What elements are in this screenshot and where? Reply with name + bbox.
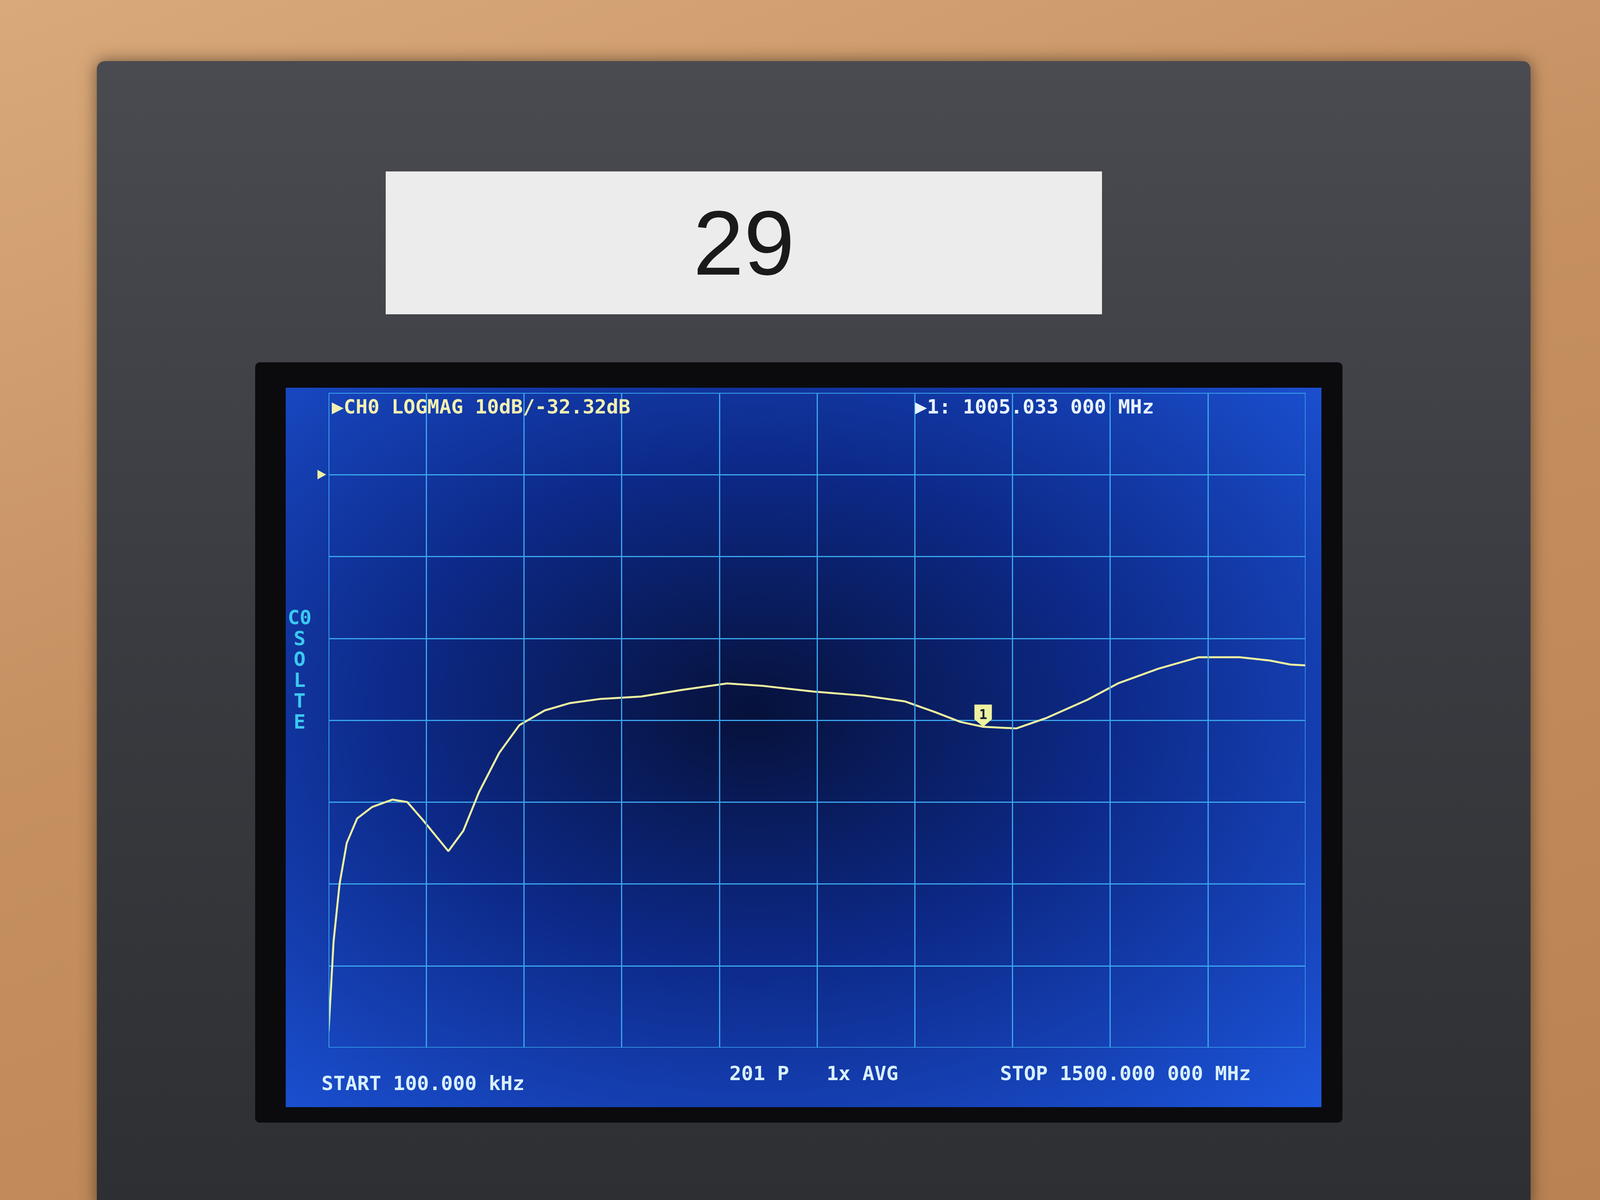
html-text:S: S — [293, 626, 306, 650]
html-text:START 100.000 kHz: START 100.000 kHz — [321, 1071, 525, 1095]
html-text:1x AVG: 1x AVG — [826, 1061, 899, 1085]
html-text:29: 29 — [693, 191, 795, 294]
html-text:▶1: 1005.033 000 MHz: ▶1: 1005.033 000 MHz — [915, 395, 1155, 419]
html-text:C0: C0 — [287, 605, 312, 629]
svg-text:1: 1 — [978, 706, 987, 723]
html-text:T: T — [293, 689, 306, 713]
html-text:▶CH0 LOGMAG 10dB/-32.32dB: ▶CH0 LOGMAG 10dB/-32.32dB — [331, 395, 631, 419]
html-text:L: L — [293, 668, 306, 692]
html-text:E: E — [293, 710, 306, 734]
html-text:O: O — [293, 647, 306, 671]
html-text:STOP 1500.000 000 MHz: STOP 1500.000 000 MHz — [1000, 1061, 1251, 1085]
html-text:201 P: 201 P — [729, 1061, 790, 1085]
